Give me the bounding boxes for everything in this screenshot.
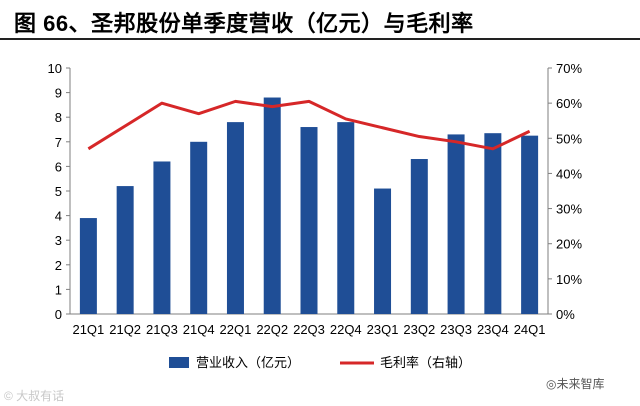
right-tick-label: 20% — [556, 237, 582, 252]
bar-revenue — [190, 141, 208, 314]
right-tick-label: 50% — [556, 131, 582, 146]
bar-revenue — [153, 161, 171, 314]
x-tick-label: 21Q4 — [183, 322, 215, 337]
right-tick-label: 0% — [556, 307, 575, 322]
left-tick-label: 0 — [55, 307, 62, 322]
bar-revenue — [263, 97, 281, 315]
bar-revenue — [116, 186, 134, 314]
legend-bar-swatch — [169, 357, 189, 368]
left-tick-label: 10 — [48, 61, 62, 76]
x-tick-label: 23Q4 — [477, 322, 509, 337]
right-tick-label: 30% — [556, 202, 582, 217]
bar-revenue — [226, 122, 244, 315]
left-tick-label: 7 — [55, 135, 62, 150]
watermark-left: © 大叔有话 — [4, 389, 64, 403]
chart-title: 图 66、圣邦股份单季度营收（亿元）与毛利率 — [14, 11, 474, 36]
left-tick-label: 4 — [55, 209, 62, 224]
left-tick-label: 6 — [55, 159, 62, 174]
bar-revenue — [521, 135, 539, 314]
margin-line-layer — [87, 99, 531, 151]
right-tick-label: 40% — [556, 166, 582, 181]
left-tick-label: 5 — [55, 184, 62, 199]
right-tick-label: 70% — [556, 61, 582, 76]
left-tick-label: 8 — [55, 110, 62, 125]
legend-line-label: 毛利率（右轴） — [380, 355, 471, 370]
watermark-right: ◎未来智库 — [546, 376, 604, 391]
x-tick-label: 21Q2 — [109, 322, 141, 337]
bar-revenue — [79, 218, 97, 314]
bar-revenue — [337, 122, 355, 315]
x-tick-label: 23Q2 — [403, 322, 435, 337]
x-tick-label: 21Q3 — [146, 322, 178, 337]
left-tick-label: 2 — [55, 258, 62, 273]
x-tick-label: 21Q1 — [72, 322, 104, 337]
bar-revenue — [374, 188, 392, 314]
bars-layer: 21Q1 21Q2 21Q3 21Q4 22Q1 22Q2 22Q3 22Q4 23Q1 23Q2… — [72, 97, 546, 337]
x-tick-label: 23Q3 — [440, 322, 472, 337]
x-tick-label: 22Q2 — [256, 322, 288, 337]
left-tick-label: 3 — [55, 233, 62, 248]
right-tick-label: 60% — [556, 96, 582, 111]
x-tick-label: 23Q1 — [367, 322, 399, 337]
title-divider — [0, 38, 640, 40]
x-tick-label: 22Q1 — [220, 322, 252, 337]
bar-revenue — [410, 159, 428, 314]
x-tick-label: 22Q3 — [293, 322, 325, 337]
left-tick-label: 9 — [55, 86, 62, 101]
legend-bar-label: 营业收入（亿元） — [196, 355, 300, 370]
x-tick-label: 22Q4 — [330, 322, 362, 337]
x-tick-label: 24Q1 — [514, 322, 546, 337]
left-tick-label: 1 — [55, 282, 62, 297]
right-tick-label: 10% — [556, 272, 582, 287]
bar-revenue — [484, 133, 502, 314]
bar-revenue — [300, 127, 318, 314]
legend: 营业收入（亿元） 毛利率（右轴） — [169, 355, 471, 370]
bar-revenue — [447, 134, 465, 314]
axes-layer: 0 1 2 3 4 5 6 7 8 9 10 0% 10% 20% 30% 40% 50% 60% 70% — [48, 61, 583, 322]
